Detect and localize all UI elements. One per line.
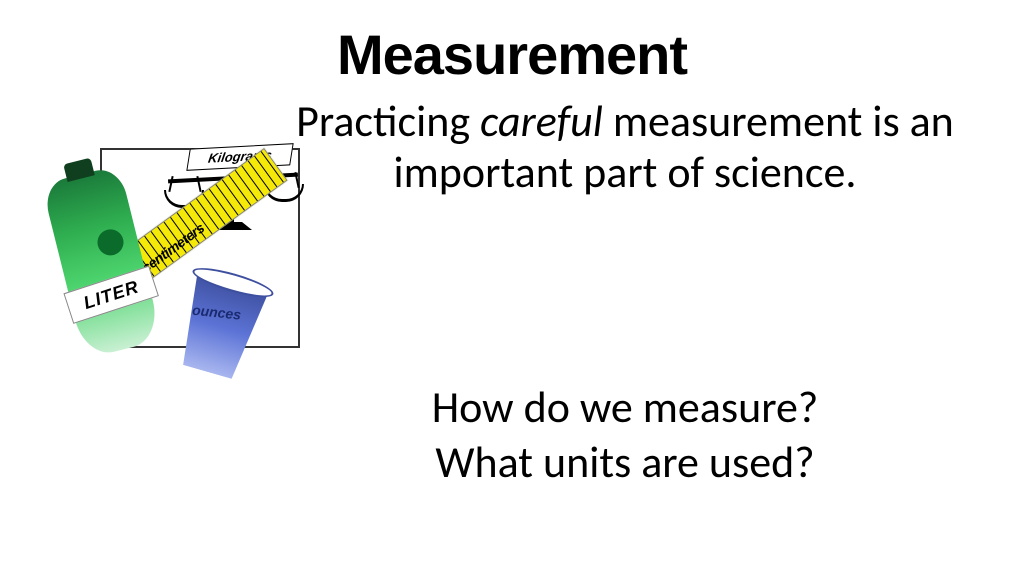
questions-block: How do we measure? What units are used?	[240, 380, 1010, 490]
subtitle-text: Practicing careful measurement is an imp…	[240, 96, 1010, 197]
question-line-2: What units are used?	[240, 435, 1010, 490]
measurement-illustration: Kilograms centimeters LITER ounces	[40, 130, 320, 410]
page-title: Measurement	[0, 22, 1024, 87]
subtitle-italic: careful	[480, 94, 603, 148]
subtitle-prefix: Practicing	[296, 94, 480, 148]
question-line-1: How do we measure?	[240, 380, 1010, 435]
liter-label: LITER	[63, 266, 158, 324]
